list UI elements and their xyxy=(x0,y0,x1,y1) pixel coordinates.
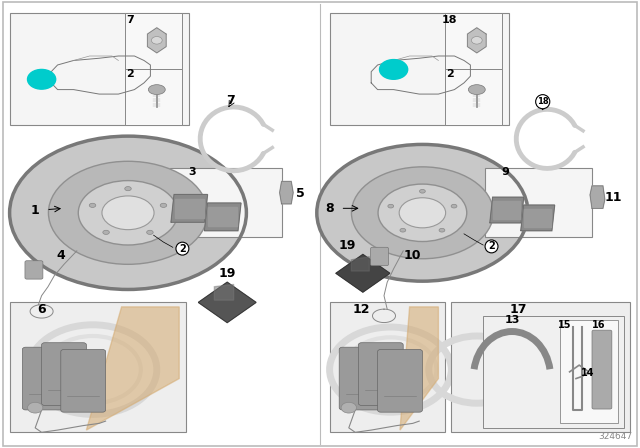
FancyBboxPatch shape xyxy=(339,347,384,410)
Ellipse shape xyxy=(451,204,457,208)
Ellipse shape xyxy=(89,203,96,207)
Polygon shape xyxy=(86,307,179,430)
Ellipse shape xyxy=(147,230,153,234)
Circle shape xyxy=(472,37,482,44)
Polygon shape xyxy=(198,282,256,323)
FancyBboxPatch shape xyxy=(42,343,86,405)
Polygon shape xyxy=(400,307,438,430)
Ellipse shape xyxy=(388,204,394,208)
Circle shape xyxy=(28,69,56,89)
Polygon shape xyxy=(351,257,369,271)
Ellipse shape xyxy=(160,203,167,207)
Ellipse shape xyxy=(439,228,445,232)
Ellipse shape xyxy=(400,228,406,232)
Text: 14: 14 xyxy=(580,368,595,378)
Text: 17: 17 xyxy=(509,302,527,316)
Circle shape xyxy=(28,402,43,413)
Ellipse shape xyxy=(102,196,154,230)
Bar xyxy=(445,69,502,125)
Polygon shape xyxy=(280,181,293,204)
Ellipse shape xyxy=(103,230,109,234)
Text: 2: 2 xyxy=(488,241,495,251)
Text: 7: 7 xyxy=(126,15,134,25)
Text: 8: 8 xyxy=(325,202,334,215)
Ellipse shape xyxy=(399,198,445,228)
Text: 13: 13 xyxy=(504,315,520,325)
Bar xyxy=(560,320,618,423)
Bar xyxy=(483,316,624,428)
Ellipse shape xyxy=(78,181,178,245)
Polygon shape xyxy=(524,209,551,227)
FancyBboxPatch shape xyxy=(61,349,106,412)
Bar xyxy=(10,302,186,432)
Text: 7: 7 xyxy=(226,94,235,108)
Text: 3: 3 xyxy=(188,167,196,177)
Bar xyxy=(445,13,502,69)
FancyBboxPatch shape xyxy=(592,330,612,409)
Ellipse shape xyxy=(148,85,165,95)
Text: 324647: 324647 xyxy=(598,432,632,441)
Bar xyxy=(451,302,630,432)
Bar xyxy=(10,13,189,125)
Text: 4: 4 xyxy=(56,249,65,262)
Text: 19: 19 xyxy=(218,267,236,280)
Polygon shape xyxy=(175,199,204,218)
Polygon shape xyxy=(467,28,486,53)
Ellipse shape xyxy=(419,190,426,193)
Ellipse shape xyxy=(468,85,485,95)
Polygon shape xyxy=(214,284,234,300)
Polygon shape xyxy=(590,186,605,208)
Ellipse shape xyxy=(10,136,246,289)
Text: 2: 2 xyxy=(179,244,186,254)
Circle shape xyxy=(152,37,162,44)
FancyBboxPatch shape xyxy=(371,247,388,266)
Text: 11: 11 xyxy=(604,190,622,204)
Ellipse shape xyxy=(49,161,207,264)
Polygon shape xyxy=(336,254,390,292)
Bar xyxy=(125,69,182,125)
Polygon shape xyxy=(521,205,555,231)
Text: 15: 15 xyxy=(557,320,572,330)
Text: 12: 12 xyxy=(353,302,371,316)
Polygon shape xyxy=(205,203,241,231)
Text: 1: 1 xyxy=(31,204,40,217)
Ellipse shape xyxy=(317,144,528,281)
Polygon shape xyxy=(493,201,520,219)
Text: 19: 19 xyxy=(338,239,356,252)
Ellipse shape xyxy=(378,184,467,241)
Bar xyxy=(330,13,509,125)
Text: 16: 16 xyxy=(591,320,605,330)
Circle shape xyxy=(341,402,356,413)
Circle shape xyxy=(380,60,408,79)
Text: 6: 6 xyxy=(37,302,46,316)
Ellipse shape xyxy=(351,167,493,259)
FancyBboxPatch shape xyxy=(378,349,422,412)
Bar xyxy=(485,168,592,237)
FancyBboxPatch shape xyxy=(25,261,43,279)
Polygon shape xyxy=(147,28,166,53)
Text: 18: 18 xyxy=(537,97,548,106)
Text: 2: 2 xyxy=(126,69,134,79)
Bar xyxy=(330,302,445,432)
Bar xyxy=(170,168,282,237)
Polygon shape xyxy=(208,207,237,227)
Bar xyxy=(125,13,182,69)
Text: 2: 2 xyxy=(446,69,454,79)
Text: 10: 10 xyxy=(404,249,422,262)
Text: 5: 5 xyxy=(296,187,305,200)
FancyBboxPatch shape xyxy=(358,343,403,405)
FancyBboxPatch shape xyxy=(22,347,67,410)
Ellipse shape xyxy=(125,186,131,191)
Text: 9: 9 xyxy=(502,167,509,177)
Polygon shape xyxy=(171,194,207,222)
Polygon shape xyxy=(490,197,524,223)
Text: 18: 18 xyxy=(442,15,458,25)
